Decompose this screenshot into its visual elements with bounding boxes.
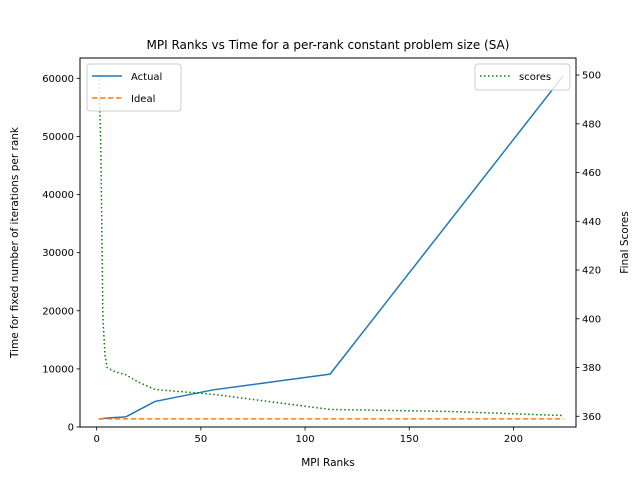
legend-right-box: [474, 63, 571, 91]
legend-right: scores: [474, 63, 571, 91]
legend-label-actual: Actual: [131, 72, 162, 83]
y-tick-label-6: 60000: [42, 74, 74, 85]
y2-tick-label-3: 420: [582, 266, 601, 277]
y-tick-label-5: 50000: [42, 132, 74, 143]
x-tick-label-0: 0: [93, 434, 99, 445]
legend-label-scores: scores: [519, 72, 551, 83]
y-tick-label-4: 40000: [42, 190, 74, 201]
y2-tick-label-4: 440: [582, 217, 601, 228]
x-axis-label: MPI Ranks: [301, 457, 355, 469]
y2-axis-label: Final Scores: [619, 211, 631, 273]
y-tick-label-3: 30000: [42, 248, 74, 259]
x-tick-label-1: 50: [195, 434, 208, 445]
x-tick-label-3: 150: [400, 434, 419, 445]
ticks-layer: 0 50 100 150 200 0 10000 20000 30000 40000 50000 60…: [42, 71, 601, 445]
chart-title: MPI Ranks vs Time for a per-rank constan…: [147, 38, 510, 52]
y-tick-label-2: 20000: [42, 306, 74, 317]
series-layer: [98, 74, 565, 420]
y2-tick-label-7: 500: [582, 71, 601, 82]
y2-tick-label-6: 480: [582, 119, 601, 130]
y2-tick-label-1: 380: [582, 363, 601, 374]
y-tick-label-0: 0: [68, 423, 74, 434]
legend-left: Actual Ideal: [86, 63, 182, 112]
y2-tick-label-2: 400: [582, 314, 601, 325]
y2-tick-label-0: 360: [582, 412, 601, 423]
plot-frame: [79, 57, 577, 428]
series-line-scores: [98, 75, 564, 417]
y-tick-label-1: 10000: [42, 364, 74, 375]
x-tick-label-2: 100: [296, 434, 315, 445]
x-tick-label-4: 200: [504, 434, 523, 445]
plot-background: [80, 58, 576, 427]
legend-label-ideal: Ideal: [131, 94, 155, 105]
y2-tick-label-5: 460: [582, 168, 601, 179]
y-axis-label: Time for fixed number of iterations per …: [9, 126, 21, 359]
